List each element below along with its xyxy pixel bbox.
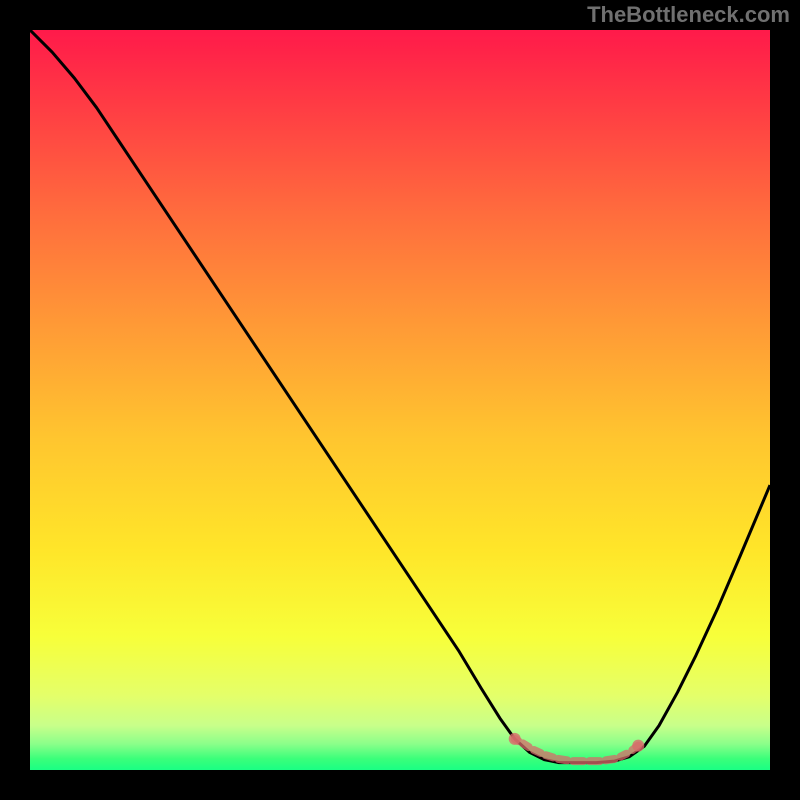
- chart-svg: [30, 30, 770, 770]
- range-endpoint-dot: [509, 733, 521, 745]
- watermark-text: TheBottleneck.com: [587, 2, 790, 28]
- gradient-background: [30, 30, 770, 770]
- chart-frame: TheBottleneck.com: [0, 0, 800, 800]
- plot-area: [30, 30, 770, 770]
- range-endpoint-dot: [632, 740, 644, 752]
